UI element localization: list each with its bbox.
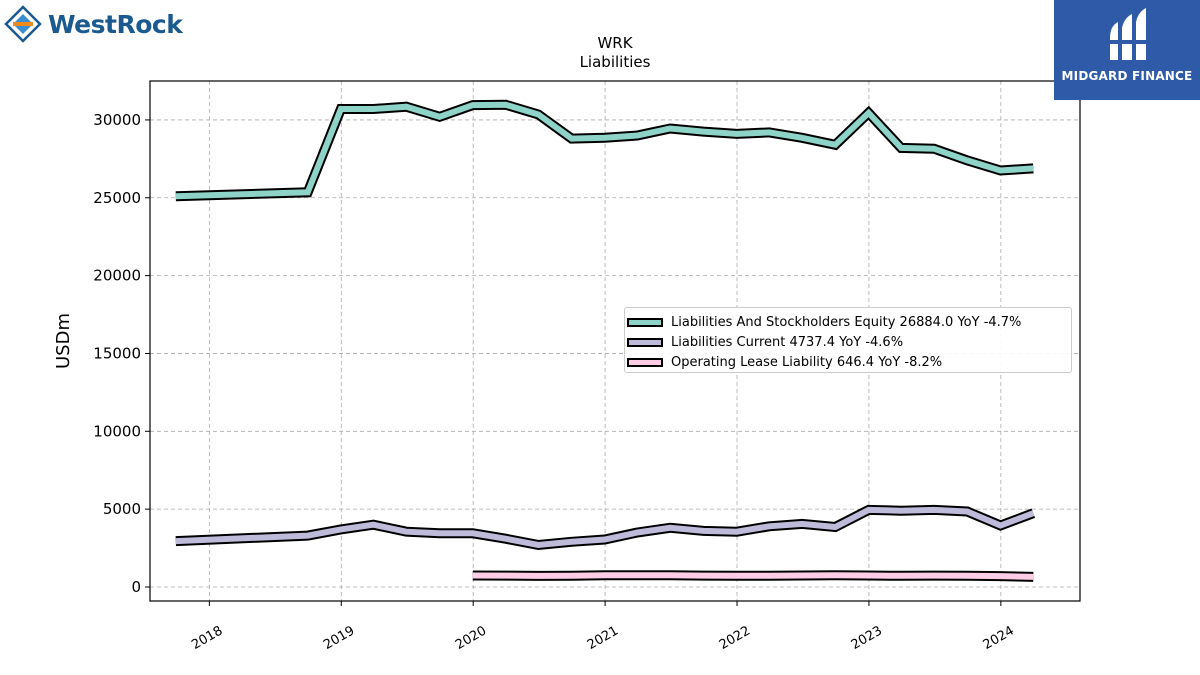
legend-item: Liabilities And Stockholders Equity 2688… <box>625 312 1071 332</box>
plot-area-frame <box>149 80 1081 602</box>
series-line-fill <box>175 101 1034 200</box>
series-line <box>472 570 1034 582</box>
westrock-logo-text: WestRock <box>48 9 183 39</box>
y-tick-label: 10000 <box>93 422 141 440</box>
x-tick-label: 2022 <box>717 623 753 653</box>
y-tick-label: 0 <box>131 578 141 596</box>
series-line <box>175 99 1034 202</box>
y-tick-label: 25000 <box>93 189 141 207</box>
series-line-fill <box>175 506 1035 549</box>
legend-swatch <box>627 317 663 327</box>
legend-item: Liabilities Current 4737.4 YoY -4.6% <box>625 332 1071 352</box>
series-line-fill <box>472 572 1034 580</box>
y-axis-ticks: 0 5000 10000 15000 20000 25000 30000 <box>93 111 150 596</box>
legend-item: Operating Lease Liability 646.4 YoY -8.2… <box>625 352 1071 372</box>
x-tick-label: 2019 <box>321 623 357 653</box>
x-tick-label: 2023 <box>849 623 885 653</box>
chart-legend: Liabilities And Stockholders Equity 2688… <box>624 307 1072 373</box>
x-axis-ticks: 2018 2019 2020 2021 2022 2023 2024 <box>189 601 1017 653</box>
y-tick-label: 15000 <box>93 344 141 362</box>
midgard-monogram-icon <box>1108 8 1148 60</box>
x-tick-label: 2018 <box>189 623 225 653</box>
series-lines <box>175 99 1036 582</box>
series-line <box>175 504 1036 551</box>
westrock-logo: WestRock <box>4 4 183 44</box>
legend-swatch <box>627 337 663 347</box>
y-axis-label: USDm <box>53 313 74 369</box>
legend-label: Liabilities Current 4737.4 YoY -4.6% <box>671 334 904 350</box>
x-tick-label: 2021 <box>585 623 621 653</box>
legend-label: Operating Lease Liability 646.4 YoY -8.2… <box>671 354 943 370</box>
legend-label: Liabilities And Stockholders Equity 2688… <box>671 314 1022 330</box>
midgard-finance-logo: MIDGARD FINANCE <box>1054 0 1200 100</box>
westrock-diamond-icon <box>4 5 42 43</box>
midgard-finance-logo-text: MIDGARD FINANCE <box>1061 69 1193 83</box>
chart-subtitle: Liabilities <box>580 53 651 71</box>
x-tick-label: 2024 <box>981 623 1017 653</box>
y-tick-label: 30000 <box>93 111 141 129</box>
legend-swatch <box>627 357 663 367</box>
y-tick-label: 5000 <box>103 500 141 518</box>
x-tick-label: 2020 <box>453 623 489 653</box>
chart-title: WRK <box>597 34 633 52</box>
y-tick-label: 20000 <box>93 267 141 285</box>
